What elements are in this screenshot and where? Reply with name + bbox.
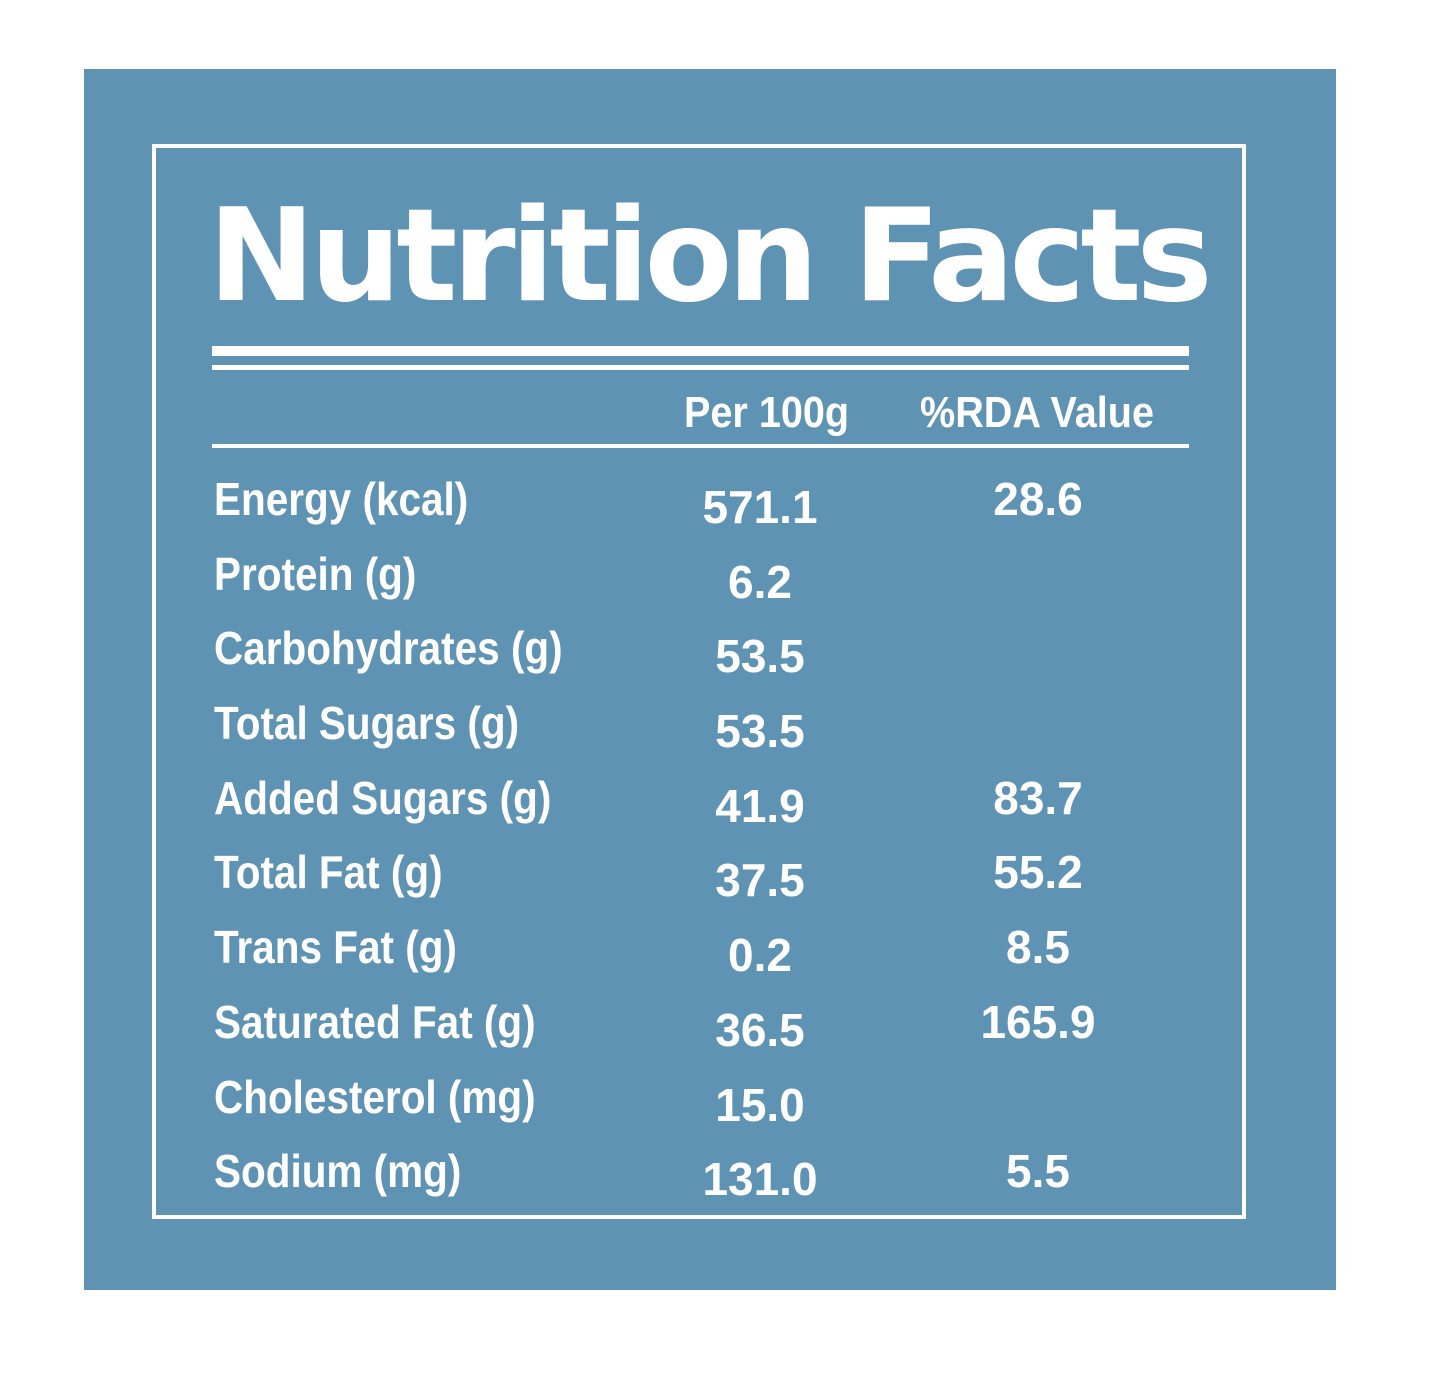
nutrition-frame (152, 144, 1246, 1219)
nutrient-name: Saturated Fat (g) (214, 995, 536, 1048)
nutrient-name: Added Sugars (g) (214, 771, 552, 824)
nutrient-per-100g: 6.2 (728, 555, 792, 608)
nutrient-row-protein: Protein (g) 6.2 (84, 546, 1336, 621)
nutrient-name: Carbohydrates (g) (214, 622, 563, 675)
nutrient-rda: 8.5 (1006, 921, 1070, 974)
nutrient-per-100g: 0.2 (728, 929, 792, 982)
nutrient-per-100g: 571.1 (702, 481, 818, 533)
nutrient-per-100g: 131.0 (702, 1153, 818, 1206)
nutrient-row-sodium: Sodium (mg) 131.0 5.5 (84, 1143, 1336, 1218)
nutrient-name: Sodium (mg) (214, 1145, 462, 1198)
nutrient-per-100g: 41.9 (715, 779, 805, 832)
nutrient-row-trans-fat: Trans Fat (g) 0.2 8.5 (84, 919, 1336, 994)
nutrient-rda: 28.6 (993, 473, 1083, 525)
nutrient-per-100g: 37.5 (715, 854, 805, 907)
nutrient-rda: 5.5 (1006, 1145, 1070, 1198)
nutrient-table: Energy (kcal) 571.1 28.6 Protein (g) 6.2… (84, 471, 1336, 1218)
nutrient-rda: 83.7 (993, 771, 1083, 824)
nutrient-row-saturated-fat: Saturated Fat (g) 36.5 165.9 (84, 994, 1336, 1069)
nutrient-row-total-sugars: Total Sugars (g) 53.5 (84, 695, 1336, 770)
nutrient-row-cholesterol: Cholesterol (mg) 15.0 (84, 1069, 1336, 1144)
nutrition-panel: Nutrition Facts Per 100g %RDA Value Ener… (84, 69, 1336, 1290)
title-divider-thick (212, 346, 1189, 356)
nutrient-name: Protein (g) (214, 547, 417, 600)
nutrient-row-energy: Energy (kcal) 571.1 28.6 (84, 471, 1336, 546)
nutrient-row-added-sugars: Added Sugars (g) 41.9 83.7 (84, 770, 1336, 845)
nutrient-per-100g: 53.5 (715, 630, 805, 683)
nutrient-name: Trans Fat (g) (214, 921, 457, 974)
title-divider-thin (212, 365, 1189, 370)
nutrient-name: Total Sugars (g) (214, 697, 520, 750)
page-title: Nutrition Facts (208, 182, 1213, 331)
nutrient-name: Total Fat (g) (214, 846, 443, 899)
nutrient-name: Cholesterol (mg) (214, 1070, 536, 1123)
nutrient-name: Energy (kcal) (214, 473, 469, 525)
header-divider (212, 444, 1189, 448)
nutrient-rda: 55.2 (993, 846, 1083, 899)
column-header-per-100g: Per 100g (684, 388, 850, 437)
nutrient-row-total-fat: Total Fat (g) 37.5 55.2 (84, 844, 1336, 919)
nutrient-rda: 165.9 (980, 995, 1096, 1048)
nutrient-row-carbohydrates: Carbohydrates (g) 53.5 (84, 620, 1336, 695)
column-header-rda: %RDA Value (920, 388, 1155, 437)
nutrient-per-100g: 53.5 (715, 705, 805, 758)
nutrient-per-100g: 36.5 (715, 1003, 805, 1056)
nutrient-per-100g: 15.0 (715, 1078, 805, 1131)
